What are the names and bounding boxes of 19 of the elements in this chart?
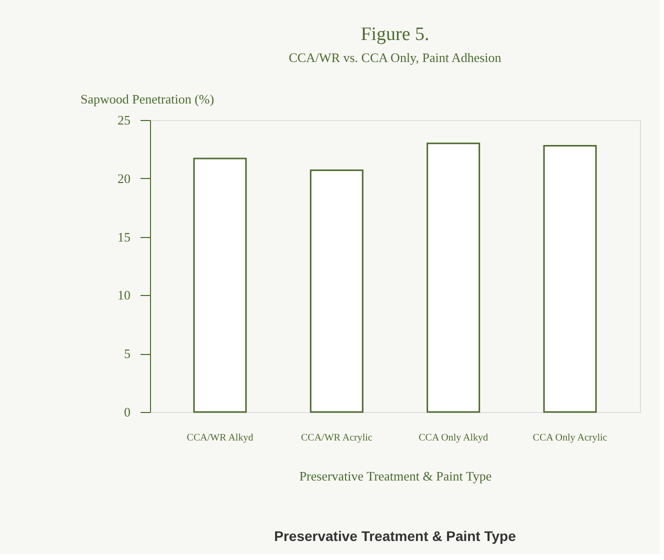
y-tick-label: 20 [118,170,130,186]
y-tick-label: 5 [124,346,130,362]
x-axis-title: Preservative Treatment & Paint Type [299,468,492,484]
bar [310,169,364,413]
x-tick-label: CCA Only Alkyd [418,432,488,444]
chart-subtitle: CCA/WR vs. CCA Only, Paint Adhesion [288,50,502,65]
x-tick-label: CCA/WR Acrylic [300,432,373,444]
x-tick-label: CCA/WR Alkyd [186,432,254,444]
bar [426,142,480,413]
x-tick-label: CCA Only Acrylic [532,432,608,444]
y-tick-label: 15 [118,229,130,244]
bar [543,144,597,413]
y-axis-title: Sapwood Penetration (%) [80,92,214,106]
text: Preservative Treatment & Paint Type [274,528,516,544]
y-tick-label: 10 [118,288,130,303]
bar [193,158,247,413]
chart-title: Figure 5. [360,24,430,45]
y-tick-label: 0 [124,404,130,420]
y-tick-label: 25 [118,112,130,128]
